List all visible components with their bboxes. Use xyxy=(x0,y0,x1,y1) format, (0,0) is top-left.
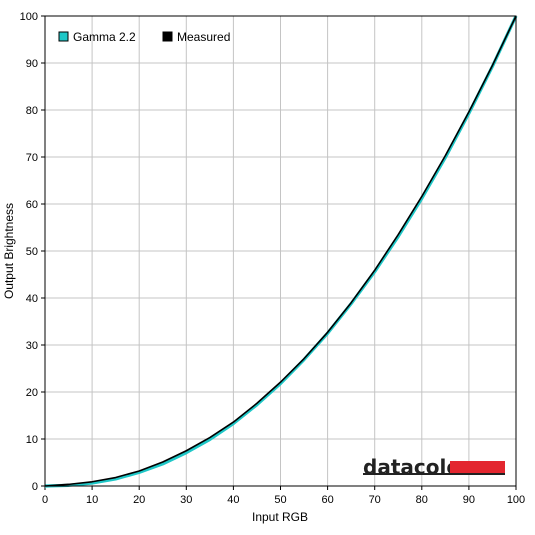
legend: Gamma 2.2 Measured xyxy=(58,30,230,44)
x-axis-label: Input RGB xyxy=(252,510,308,524)
grid xyxy=(45,16,516,486)
y-tick-label: 30 xyxy=(26,340,38,352)
y-tick-label: 90 xyxy=(26,58,38,70)
series-lines xyxy=(44,15,518,488)
legend-swatch-measured xyxy=(162,31,173,42)
y-tick-label: 80 xyxy=(26,105,38,117)
watermark: datacolor xyxy=(363,455,505,479)
x-tick-label: 80 xyxy=(416,494,428,506)
x-tick-label: 70 xyxy=(369,494,381,506)
legend-label-gamma: Gamma 2.2 xyxy=(73,30,136,44)
watermark-logo-bar xyxy=(450,461,505,473)
y-tick-label: 70 xyxy=(26,152,38,164)
y-tick-label: 0 xyxy=(32,481,38,493)
x-tick-label: 0 xyxy=(42,494,48,506)
series-line-gamma-2-2 xyxy=(44,15,518,488)
y-tick-label: 40 xyxy=(26,293,38,305)
y-tick-label: 50 xyxy=(26,246,38,258)
x-axis-ticks: 0 10 20 30 40 50 60 70 80 90 100 xyxy=(42,486,525,506)
plot-frame xyxy=(44,15,517,487)
x-tick-label: 40 xyxy=(227,494,239,506)
y-tick-label: 60 xyxy=(26,199,38,211)
x-tick-label: 30 xyxy=(180,494,192,506)
x-tick-label: 100 xyxy=(507,494,525,506)
x-tick-label: 60 xyxy=(321,494,333,506)
watermark-underline xyxy=(363,473,505,475)
x-tick-label: 20 xyxy=(133,494,145,506)
y-tick-label: 10 xyxy=(26,434,38,446)
y-tick-label: 20 xyxy=(26,387,38,399)
x-tick-label: 10 xyxy=(86,494,98,506)
legend-label-measured: Measured xyxy=(177,30,230,44)
x-tick-label: 50 xyxy=(274,494,286,506)
y-axis-ticks: 0 10 20 30 40 50 60 70 80 90 100 xyxy=(20,11,45,493)
legend-swatch-gamma xyxy=(58,31,69,42)
y-axis-label: Output Brightness xyxy=(2,203,16,299)
y-tick-label: 100 xyxy=(20,11,38,23)
series-line-measured xyxy=(44,15,517,487)
x-tick-label: 90 xyxy=(463,494,475,506)
